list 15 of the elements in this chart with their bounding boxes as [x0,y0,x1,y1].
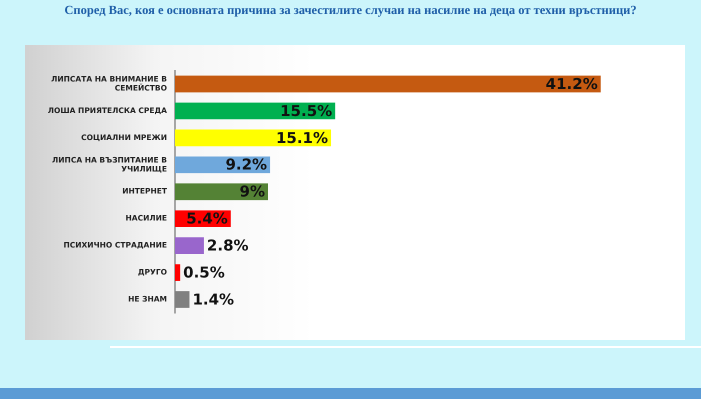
bar [175,102,336,120]
chart-title: Според Вас, коя е основната причина за зачестилите случаи на насилие на деца от техни връстници? [63,3,638,18]
bar [175,76,601,92]
data-label: 9.2% [225,156,268,174]
bar [175,264,180,281]
bar [175,237,204,254]
data-label: 5.4% [186,210,228,228]
data-label: 0.5% [183,263,225,282]
data-label: 15.1% [276,128,328,147]
data-label: 1.4% [192,290,234,308]
data-label: 2.8% [206,236,249,255]
data-label: 9% [240,182,265,201]
bar [175,291,190,308]
data-label: 41.2% [546,74,598,93]
data-label: 15.5% [280,102,332,120]
